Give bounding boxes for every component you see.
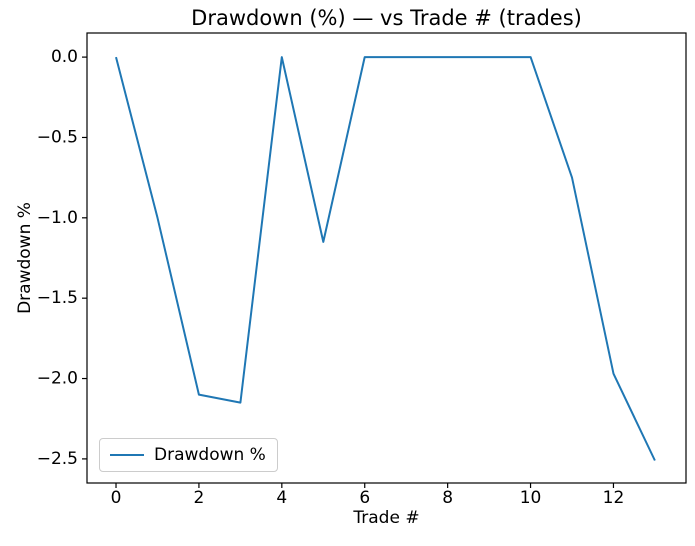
legend: Drawdown %: [99, 438, 278, 472]
y-tick-label: −2.0: [37, 369, 78, 389]
y-tick-label: −0.5: [37, 127, 78, 147]
y-tick-label: −1.0: [37, 208, 78, 228]
chart-title: Drawdown (%) — vs Trade # (trades): [191, 6, 582, 30]
legend-label: Drawdown %: [154, 445, 266, 465]
x-tick-label: 12: [603, 488, 625, 508]
x-tick-label: 10: [520, 488, 542, 508]
x-tick-label: 0: [111, 488, 122, 508]
x-tick-label: 2: [194, 488, 205, 508]
x-tick-label: 4: [276, 488, 287, 508]
y-axis-label: Drawdown %: [15, 202, 35, 314]
x-axis-label: Trade #: [353, 508, 420, 528]
axes-frame: [86, 32, 687, 484]
x-tick-label: 8: [442, 488, 453, 508]
y-tick-label: −2.5: [37, 449, 78, 469]
x-tick-label: 6: [359, 488, 370, 508]
drawdown-line: [115, 56, 656, 461]
y-tick-label: 0.0: [51, 47, 78, 67]
legend-line-swatch: [110, 453, 144, 457]
y-tick-label: −1.5: [37, 288, 78, 308]
